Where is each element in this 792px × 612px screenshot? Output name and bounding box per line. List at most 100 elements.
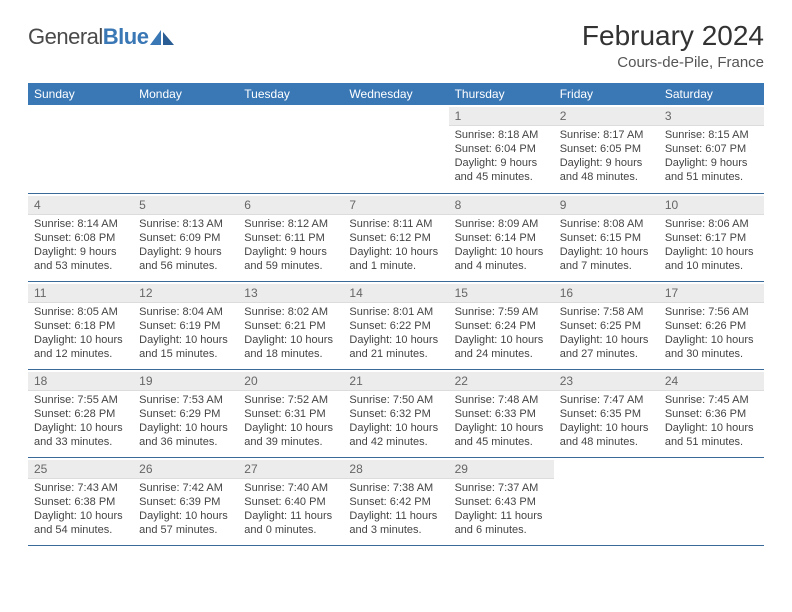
sunrise-line: Sunrise: 7:43 AM xyxy=(34,481,127,495)
header: GeneralBlue February 2024 Cours-de-Pile,… xyxy=(28,20,764,71)
sunrise-line: Sunrise: 8:08 AM xyxy=(560,217,653,231)
daylight-line: Daylight: 10 hours and 48 minutes. xyxy=(560,421,653,449)
sunrise-line: Sunrise: 8:04 AM xyxy=(139,305,232,319)
day-number: 18 xyxy=(28,372,133,391)
calendar-day-cell: 10Sunrise: 8:06 AMSunset: 6:17 PMDayligh… xyxy=(659,193,764,281)
sunset-line: Sunset: 6:15 PM xyxy=(560,231,653,245)
daylight-line: Daylight: 11 hours and 0 minutes. xyxy=(244,509,337,537)
calendar-day-cell: 14Sunrise: 8:01 AMSunset: 6:22 PMDayligh… xyxy=(343,281,448,369)
sunrise-line: Sunrise: 7:58 AM xyxy=(560,305,653,319)
day-number: 8 xyxy=(449,196,554,215)
day-number: 3 xyxy=(659,107,764,126)
day-number: 28 xyxy=(343,460,448,479)
day-info: Sunrise: 8:02 AMSunset: 6:21 PMDaylight:… xyxy=(244,305,337,361)
sunset-line: Sunset: 6:22 PM xyxy=(349,319,442,333)
calendar-week-row: 25 Sunrise: 7:43 AMSunset: 6:38 PM Dayligh… xyxy=(28,457,764,545)
sunset-line: Sunset: 6:38 PM xyxy=(34,495,127,509)
calendar-day-cell: 23Sunrise: 7:47 AMSunset: 6:35 PMDayligh… xyxy=(554,369,659,457)
title-block: February 2024 Cours-de-Pile, France xyxy=(582,20,764,71)
day-info: Sunrise: 8:09 AMSunset: 6:14 PMDaylight:… xyxy=(455,217,548,273)
day-number: 7 xyxy=(343,196,448,215)
sunset-line: Sunset: 6:39 PM xyxy=(139,495,232,509)
day-number: 13 xyxy=(238,284,343,303)
day-info: Sunrise: 7:56 AMSunset: 6:26 PMDaylight:… xyxy=(665,305,758,361)
day-info: Sunrise: 8:06 AMSunset: 6:17 PMDaylight:… xyxy=(665,217,758,273)
day-info: Sunrise: 7:37 AMSunset: 6:43 PMDaylight:… xyxy=(455,481,548,537)
weekday-header: Sunday xyxy=(28,83,133,105)
calendar-day-cell xyxy=(554,457,659,545)
calendar-day-cell: 19Sunrise: 7:53 AMSunset: 6:29 PMDayligh… xyxy=(133,369,238,457)
daylight-line: Daylight: 9 hours and 51 minutes. xyxy=(665,156,758,184)
day-info: Sunrise: 8:18 AMSunset: 6:04 PMDaylight:… xyxy=(455,128,548,184)
sunrise-line: Sunrise: 7:53 AM xyxy=(139,393,232,407)
sunrise-line: Sunrise: 7:40 AM xyxy=(244,481,337,495)
sunset-line: Sunset: 6:36 PM xyxy=(665,407,758,421)
calendar-day-cell: 8 Sunrise: 8:09 AMSunset: 6:14 PMDaylight… xyxy=(449,193,554,281)
sunrise-line: Sunrise: 8:15 AM xyxy=(665,128,758,142)
sunrise-line: Sunrise: 8:17 AM xyxy=(560,128,653,142)
day-info: Sunrise: 7:38 AMSunset: 6:42 PMDaylight:… xyxy=(349,481,442,537)
calendar-day-cell xyxy=(238,105,343,193)
day-number: 9 xyxy=(554,196,659,215)
calendar-day-cell: 29Sunrise: 7:37 AMSunset: 6:43 PMDayligh… xyxy=(449,457,554,545)
calendar-day-cell: 7 Sunrise: 8:11 AMSunset: 6:12 PMDaylight… xyxy=(343,193,448,281)
daylight-line: Daylight: 10 hours and 33 minutes. xyxy=(34,421,127,449)
sunrise-line: Sunrise: 7:42 AM xyxy=(139,481,232,495)
day-number: 4 xyxy=(28,196,133,215)
day-number: 22 xyxy=(449,372,554,391)
day-number: 25 xyxy=(28,460,133,479)
sunrise-line: Sunrise: 8:13 AM xyxy=(139,217,232,231)
day-number: 26 xyxy=(133,460,238,479)
day-info: Sunrise: 8:12 AMSunset: 6:11 PMDaylight:… xyxy=(244,217,337,273)
calendar-day-cell: 5Sunrise: 8:13 AMSunset: 6:09 PMDaylight… xyxy=(133,193,238,281)
daylight-line: Daylight: 9 hours and 56 minutes. xyxy=(139,245,232,273)
calendar-day-cell: 27Sunrise: 7:40 AMSunset: 6:40 PMDayligh… xyxy=(238,457,343,545)
sunset-line: Sunset: 6:21 PM xyxy=(244,319,337,333)
daylight-line: Daylight: 10 hours and 1 minute. xyxy=(349,245,442,273)
sunrise-line: Sunrise: 7:47 AM xyxy=(560,393,653,407)
weekday-header-row: Sunday Monday Tuesday Wednesday Thursday… xyxy=(28,83,764,105)
sunset-line: Sunset: 6:43 PM xyxy=(455,495,548,509)
sunrise-line: Sunrise: 7:37 AM xyxy=(455,481,548,495)
calendar-day-cell: 11Sunrise: 8:05 AMSunset: 6:18 PMDayligh… xyxy=(28,281,133,369)
sunset-line: Sunset: 6:14 PM xyxy=(455,231,548,245)
day-info: Sunrise: 8:11 AMSunset: 6:12 PMDaylight:… xyxy=(349,217,442,273)
day-number: 21 xyxy=(343,372,448,391)
sunrise-line: Sunrise: 8:05 AM xyxy=(34,305,127,319)
sunset-line: Sunset: 6:32 PM xyxy=(349,407,442,421)
day-number: 17 xyxy=(659,284,764,303)
sunrise-line: Sunrise: 8:14 AM xyxy=(34,217,127,231)
weekday-header: Tuesday xyxy=(238,83,343,105)
daylight-line: Daylight: 10 hours and 21 minutes. xyxy=(349,333,442,361)
day-number: 24 xyxy=(659,372,764,391)
daylight-line: Daylight: 9 hours and 48 minutes. xyxy=(560,156,653,184)
calendar-day-cell: 25Sunrise: 7:43 AMSunset: 6:38 PMDayligh… xyxy=(28,457,133,545)
sunrise-line: Sunrise: 7:55 AM xyxy=(34,393,127,407)
daylight-line: Daylight: 10 hours and 42 minutes. xyxy=(349,421,442,449)
day-number: 12 xyxy=(133,284,238,303)
calendar-day-cell: 21 Sunrise: 7:50 AMSunset: 6:32 PMDayligh… xyxy=(343,369,448,457)
daylight-line: Daylight: 10 hours and 24 minutes. xyxy=(455,333,548,361)
calendar-day-cell: 24Sunrise: 7:45 AMSunset: 6:36 PMDayligh… xyxy=(659,369,764,457)
daylight-line: Daylight: 9 hours and 45 minutes. xyxy=(455,156,548,184)
day-info: Sunrise: 8:17 AMSunset: 6:05 PMDaylight:… xyxy=(560,128,653,184)
sunrise-line: Sunrise: 8:01 AM xyxy=(349,305,442,319)
day-info: Sunrise: 7:50 AMSunset: 6:32 PMDaylight:… xyxy=(349,393,442,449)
sunset-line: Sunset: 6:33 PM xyxy=(455,407,548,421)
calendar-page: GeneralBlue February 2024 Cours-de-Pile,… xyxy=(0,0,792,546)
weekday-header: Thursday xyxy=(449,83,554,105)
calendar-day-cell: 13 Sunrise: 8:02 AMSunset: 6:21 PMDayligh… xyxy=(238,281,343,369)
calendar-day-cell: 1Sunrise: 8:18 AMSunset: 6:04 PMDaylight… xyxy=(449,105,554,193)
day-info: Sunrise: 8:04 AMSunset: 6:19 PMDaylight:… xyxy=(139,305,232,361)
page-title: February 2024 xyxy=(582,20,764,52)
sunset-line: Sunset: 6:17 PM xyxy=(665,231,758,245)
sunset-line: Sunset: 6:18 PM xyxy=(34,319,127,333)
day-number: 20 xyxy=(238,372,343,391)
daylight-line: Daylight: 9 hours and 59 minutes. xyxy=(244,245,337,273)
sunrise-line: Sunrise: 7:59 AM xyxy=(455,305,548,319)
calendar-week-row: 18Sunrise: 7:55 AMSunset: 6:28 PMDayligh… xyxy=(28,369,764,457)
calendar-week-row: 1Sunrise: 8:18 AMSunset: 6:04 PMDaylight… xyxy=(28,105,764,193)
calendar-day-cell: 22Sunrise: 7:48 AMSunset: 6:33 PMDayligh… xyxy=(449,369,554,457)
sunrise-line: Sunrise: 7:56 AM xyxy=(665,305,758,319)
sunrise-line: Sunrise: 8:12 AM xyxy=(244,217,337,231)
